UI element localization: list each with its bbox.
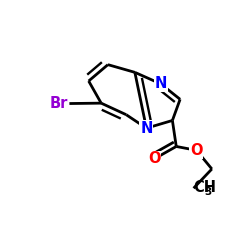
Text: CH: CH xyxy=(194,180,216,195)
Text: N: N xyxy=(155,76,167,92)
Text: N: N xyxy=(140,121,152,136)
Text: 3: 3 xyxy=(205,187,212,197)
Text: Br: Br xyxy=(50,96,68,111)
Text: O: O xyxy=(148,152,160,166)
Text: O: O xyxy=(190,143,203,158)
